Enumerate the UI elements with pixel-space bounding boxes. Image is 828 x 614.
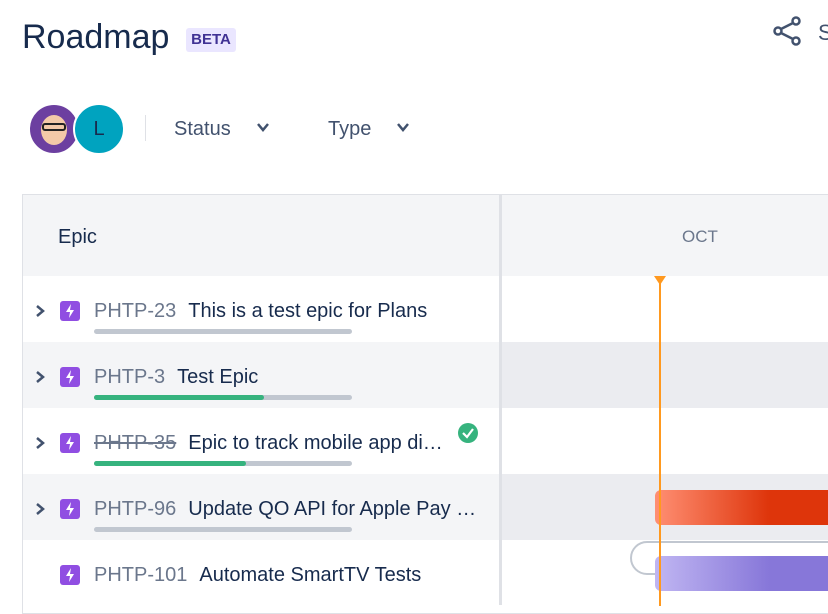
column-header: Epic [58,226,97,248]
progress-track [94,329,352,334]
issue-key[interactable]: PHTP-35 [94,432,177,454]
issue-key[interactable]: PHTP-96 [94,498,177,520]
filter-chevron[interactable] [256,120,270,138]
expand-chevron[interactable] [33,370,47,388]
today-line [659,276,661,606]
progress-track [94,527,352,532]
avatar-emoji[interactable] [28,103,80,155]
share-label[interactable]: S [818,20,828,45]
issue-title[interactable]: This is a test epic for Plans [188,300,428,322]
row-timeline [502,342,828,408]
progress-bar [94,395,265,400]
beta-badge: BETA [186,28,236,52]
issue-title[interactable]: Test Epic [177,366,259,388]
epic-bar[interactable] [655,490,828,525]
expand-chevron[interactable] [33,502,47,520]
expand-chevron[interactable] [33,436,47,454]
share-icon[interactable] [772,16,802,46]
separator [145,115,146,141]
issue-title[interactable]: Automate SmartTV Tests [199,564,422,586]
filter-button[interactable]: Status [174,118,231,140]
done-icon [458,423,478,443]
issue-key[interactable]: PHTP-23 [94,300,177,322]
epic-bar[interactable] [655,556,828,591]
page-title: Roadmap [22,18,170,56]
filter-chevron[interactable] [396,120,410,138]
filter-button[interactable]: Type [328,118,372,140]
epic-icon [60,301,80,321]
row-timeline [502,408,828,474]
issue-title[interactable]: Epic to track mobile app di… [188,432,443,454]
progress-bar [94,461,247,466]
panel-divider [499,195,502,605]
row[interactable] [23,540,499,606]
epic-icon [60,433,80,453]
today-marker [654,276,666,285]
issue-key[interactable]: PHTP-3 [94,366,166,388]
month-label: OCT [682,227,718,246]
row-timeline [502,276,828,342]
epic-icon [60,367,80,387]
epic-icon [60,499,80,519]
issue-key[interactable]: PHTP-101 [94,564,188,586]
issue-title[interactable]: Update QO API for Apple Pay … [188,498,477,520]
avatar[interactable]: L [73,103,125,155]
expand-chevron[interactable] [33,304,47,322]
epic-icon [60,565,80,585]
